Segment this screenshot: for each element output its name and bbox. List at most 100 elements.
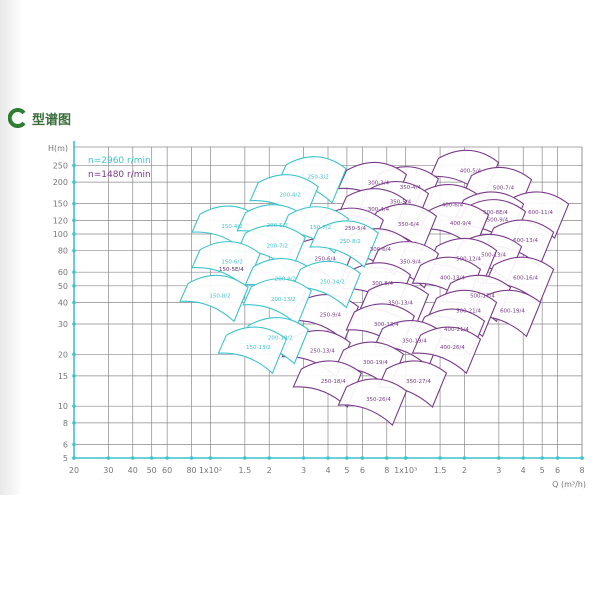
pump-region-label: 500-9/4 — [487, 218, 509, 224]
x-tick-label: 60 — [162, 466, 172, 475]
pump-region-label: 500-12/4 — [456, 257, 481, 263]
y-tick-dot — [72, 442, 76, 447]
pump-region-label: 250-18/4 — [321, 379, 346, 385]
x-tick-dot — [106, 456, 111, 460]
y-tick-dot — [72, 374, 76, 378]
pump-region-label: 250-6/4 — [315, 257, 337, 263]
x-tick-label: 3 — [496, 466, 501, 475]
x-tick-label: 1.5 — [238, 466, 251, 475]
pump-region-label: 400-13/4 — [440, 275, 465, 281]
pump-region-label: 200-9/2 — [275, 277, 296, 283]
pump-region-label: 300-6/4 — [370, 247, 392, 253]
pump-region-label: 200-7/2 — [267, 243, 288, 249]
pump-region-label: 200-4/2 — [279, 193, 300, 199]
pump-region-label: 200-19/2 — [268, 336, 293, 342]
pump-region-label: 500-17/4 — [470, 293, 495, 299]
x-tick-dot — [384, 456, 389, 460]
x-tick-dot — [326, 456, 330, 460]
x-tick-dot — [165, 456, 169, 460]
x-tick-label: 6 — [360, 466, 365, 475]
pump-region-label: 400-26/4 — [440, 345, 465, 351]
x-tick-label: 8 — [384, 466, 389, 475]
y-tick-label: 150 — [53, 200, 68, 209]
x-tick-label: 5 — [344, 466, 349, 475]
pump-region-label: 400-21/4 — [444, 327, 469, 333]
y-tick-dot — [72, 163, 76, 168]
pump-region-label: 150-4/2 — [221, 224, 242, 230]
y-tick-label: 100 — [53, 230, 68, 239]
x-tick-label: 5 — [540, 466, 545, 475]
y-tick-label: 30 — [58, 320, 68, 329]
pump-region-label: 500-21/4 — [456, 308, 481, 314]
pump-region-label: 350-5/4 — [390, 200, 412, 206]
x-tick-dot — [149, 456, 154, 460]
pump-region — [337, 378, 408, 426]
x-tick-dot — [580, 456, 584, 460]
x-tick-label: 1x10³ — [394, 466, 417, 475]
y-tick-dot — [72, 404, 76, 408]
y-tick-dot — [72, 270, 76, 274]
x-tick-label: 6 — [555, 466, 560, 475]
x-tick-dot — [267, 456, 272, 460]
x-axis-title: Q (m³/h) — [552, 480, 586, 489]
pump-region-label: 150-13/2 — [246, 345, 271, 351]
y-tick-dot — [72, 248, 76, 253]
y-tick-label: 15 — [58, 372, 68, 381]
y-tick-dot — [72, 180, 76, 184]
pump-region — [217, 326, 288, 375]
x-tick-dot — [521, 456, 526, 460]
x-tick-label: 1x10² — [199, 466, 222, 475]
y-tick-label: 50 — [58, 282, 68, 291]
y-tick-dot — [72, 300, 76, 305]
pump-region-label: 250-13/4 — [310, 349, 335, 355]
pump-region-label: 300-4/4 — [368, 207, 390, 213]
pump-region-label: 400-9/4 — [450, 221, 472, 227]
pump-region-label: 500-8E/4 — [483, 210, 508, 216]
x-tick-label: 4 — [325, 466, 330, 475]
x-tick-dot — [540, 456, 544, 460]
pump-region-label: 350-19/4 — [402, 339, 427, 345]
x-tick-dot — [438, 456, 442, 460]
pump-region — [309, 220, 379, 268]
pump-region-label: 300-13/4 — [374, 322, 399, 328]
section-title: 型谱图 — [8, 108, 71, 128]
y-tick-dot — [72, 218, 76, 223]
legend-entry: n=1480 r/min — [88, 170, 151, 180]
pump-region-label: 300-3/4 — [368, 181, 390, 187]
y-tick-label: 20 — [58, 350, 68, 359]
pump-region-label: 400-5/4 — [460, 168, 482, 174]
c-ring-icon — [8, 108, 26, 128]
x-tick-label: 80 — [186, 466, 196, 475]
y-tick-label: 6 — [63, 440, 68, 449]
y-tick-label: 80 — [58, 247, 68, 256]
y-tick-label: 200 — [53, 178, 68, 187]
x-tick-dot — [301, 456, 306, 460]
x-tick-dot — [243, 456, 247, 460]
x-tick-dot — [360, 456, 365, 460]
x-tick-label: 2 — [267, 466, 272, 475]
pump-region-label: 200-13/2 — [271, 297, 296, 303]
pump-region-label: 150-6/2 — [221, 260, 242, 266]
x-tick-label: 1.5 — [434, 466, 447, 475]
x-tick-dot — [189, 456, 194, 460]
pump-region-label: 250-14/2 — [320, 279, 345, 285]
pump-region — [179, 274, 249, 323]
pump-region-label: 150-7/2 — [310, 225, 331, 231]
x-tick-dot — [462, 456, 467, 460]
page-edge-shadow — [0, 0, 22, 495]
pump-region-label: 250-8/2 — [340, 239, 361, 245]
pump-region-label: 350-13/4 — [388, 301, 413, 307]
y-tick-dot — [72, 421, 76, 425]
y-tick-label: 120 — [53, 216, 68, 225]
title-text: 型谱图 — [32, 112, 72, 128]
y-axis-title: H(m) — [48, 144, 68, 153]
pump-region-label: 350-9/4 — [400, 260, 422, 266]
x-tick-dot — [208, 456, 213, 460]
x-tick-label: 40 — [128, 466, 138, 475]
y-tick-dot — [72, 284, 76, 288]
pump-region — [411, 326, 482, 375]
pump-region-label: 600-16/4 — [513, 275, 538, 281]
y-tick-dot — [72, 322, 76, 326]
pump-region-label: 600-19/4 — [500, 308, 525, 314]
